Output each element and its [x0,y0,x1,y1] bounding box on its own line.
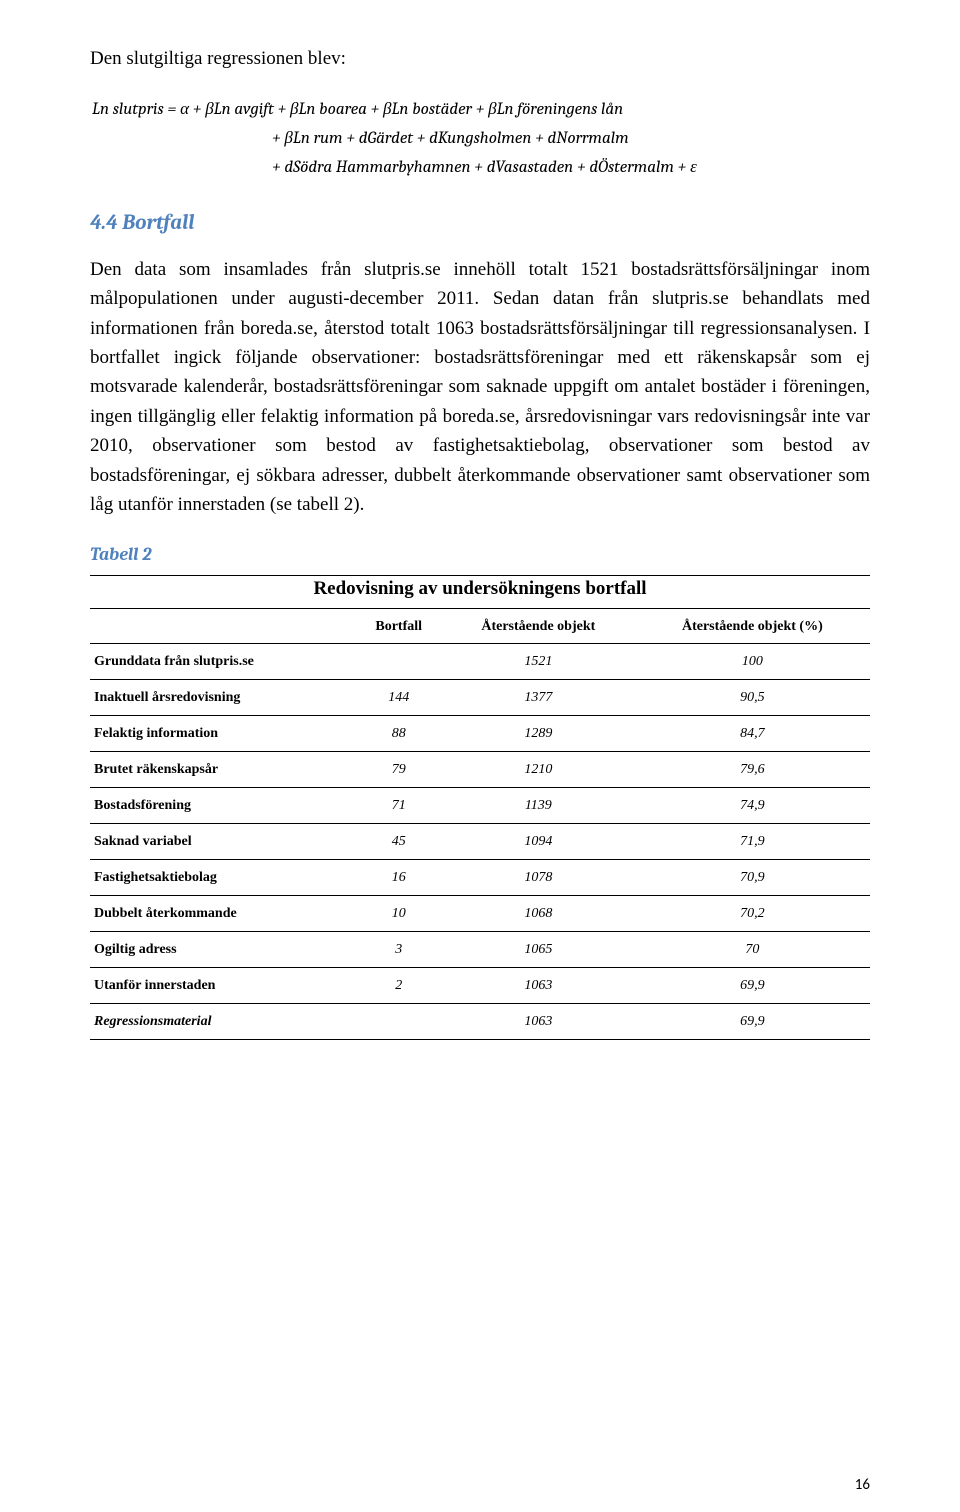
intro-text: Den slutgiltiga regressionen blev: [90,48,870,70]
table-cell: 69,9 [635,967,870,1003]
table-row: Grunddata från slutpris.se 1521100 [90,643,870,679]
table-cell: 1063 [442,967,635,1003]
table-cell: Brutet räkenskapsår [90,751,355,787]
table-cell: Fastighetsaktiebolag [90,859,355,895]
table-cell: Dubbelt återkommande [90,895,355,931]
table-cell [355,643,441,679]
table-cell: 88 [355,715,441,751]
table-cell: Saknad variabel [90,823,355,859]
equation-line-3: + dSödra Hammarbyhamnen + dVasastaden + … [92,154,870,183]
table-cell: Felaktig information [90,715,355,751]
body-paragraph: Den data som insamlades från slutpris.se… [90,255,870,520]
table-row: Saknad variabel45109471,9 [90,823,870,859]
section-heading: 4.4 Bortfall [90,211,870,235]
table-col-2: Återstående objekt [442,608,635,643]
table-cell: 2 [355,967,441,1003]
table-cell: 45 [355,823,441,859]
table-cell: 70 [635,931,870,967]
table-row: Utanför innerstaden2106369,9 [90,967,870,1003]
table-title: Redovisning av undersökningens bortfall [90,575,870,608]
table-cell: 144 [355,679,441,715]
table-cell: Grunddata från slutpris.se [90,643,355,679]
table-cell: 1289 [442,715,635,751]
table-row: Fastighetsaktiebolag16107870,9 [90,859,870,895]
table-cell: 1065 [442,931,635,967]
table-cell: 90,5 [635,679,870,715]
table-cell: 1068 [442,895,635,931]
table-cell: Utanför innerstaden [90,967,355,1003]
equation-line-1: Ln slutpris = α + βLn avgift + βLn boare… [92,96,870,125]
table-col-3: Återstående objekt (%) [635,608,870,643]
table-row: Regressionsmaterial 106369,9 [90,1003,870,1039]
table-col-1: Bortfall [355,608,441,643]
table-row: Brutet räkenskapsår79121079,6 [90,751,870,787]
table-cell: 79,6 [635,751,870,787]
table-cell: 1078 [442,859,635,895]
table-cell: 16 [355,859,441,895]
table-cell [355,1003,441,1039]
table-cell: 10 [355,895,441,931]
table-cell: 70,9 [635,859,870,895]
bortfall-table: Redovisning av undersökningens bortfall … [90,575,870,1040]
table-cell: Ogiltig adress [90,931,355,967]
table-cell: 69,9 [635,1003,870,1039]
table-cell: Inaktuell årsredovisning [90,679,355,715]
table-row: Inaktuell årsredovisning144137790,5 [90,679,870,715]
table-cell: 100 [635,643,870,679]
regression-equation: Ln slutpris = α + βLn avgift + βLn boare… [90,96,870,183]
table-cell: 74,9 [635,787,870,823]
table-cell: 84,7 [635,715,870,751]
table-col-0 [90,608,355,643]
table-cell: 3 [355,931,441,967]
table-cell: 70,2 [635,895,870,931]
table-cell: 1521 [442,643,635,679]
table-cell: 1094 [442,823,635,859]
table-caption: Tabell 2 [90,544,870,565]
table-row: Dubbelt återkommande10106870,2 [90,895,870,931]
table-cell: Bostadsförening [90,787,355,823]
page-number: 16 [855,1476,870,1494]
table-cell: 1063 [442,1003,635,1039]
table-cell: 1210 [442,751,635,787]
equation-line-2: + βLn rum + dGärdet + dKungsholmen + dNo… [92,125,870,154]
table-header-row: Bortfall Återstående objekt Återstående … [90,608,870,643]
table-row: Felaktig information88128984,7 [90,715,870,751]
table-cell: 71,9 [635,823,870,859]
table-cell: 71 [355,787,441,823]
table-cell: 79 [355,751,441,787]
table-cell: 1139 [442,787,635,823]
table-cell: Regressionsmaterial [90,1003,355,1039]
table-row: Bostadsförening71113974,9 [90,787,870,823]
table-cell: 1377 [442,679,635,715]
table-row: Ogiltig adress3106570 [90,931,870,967]
